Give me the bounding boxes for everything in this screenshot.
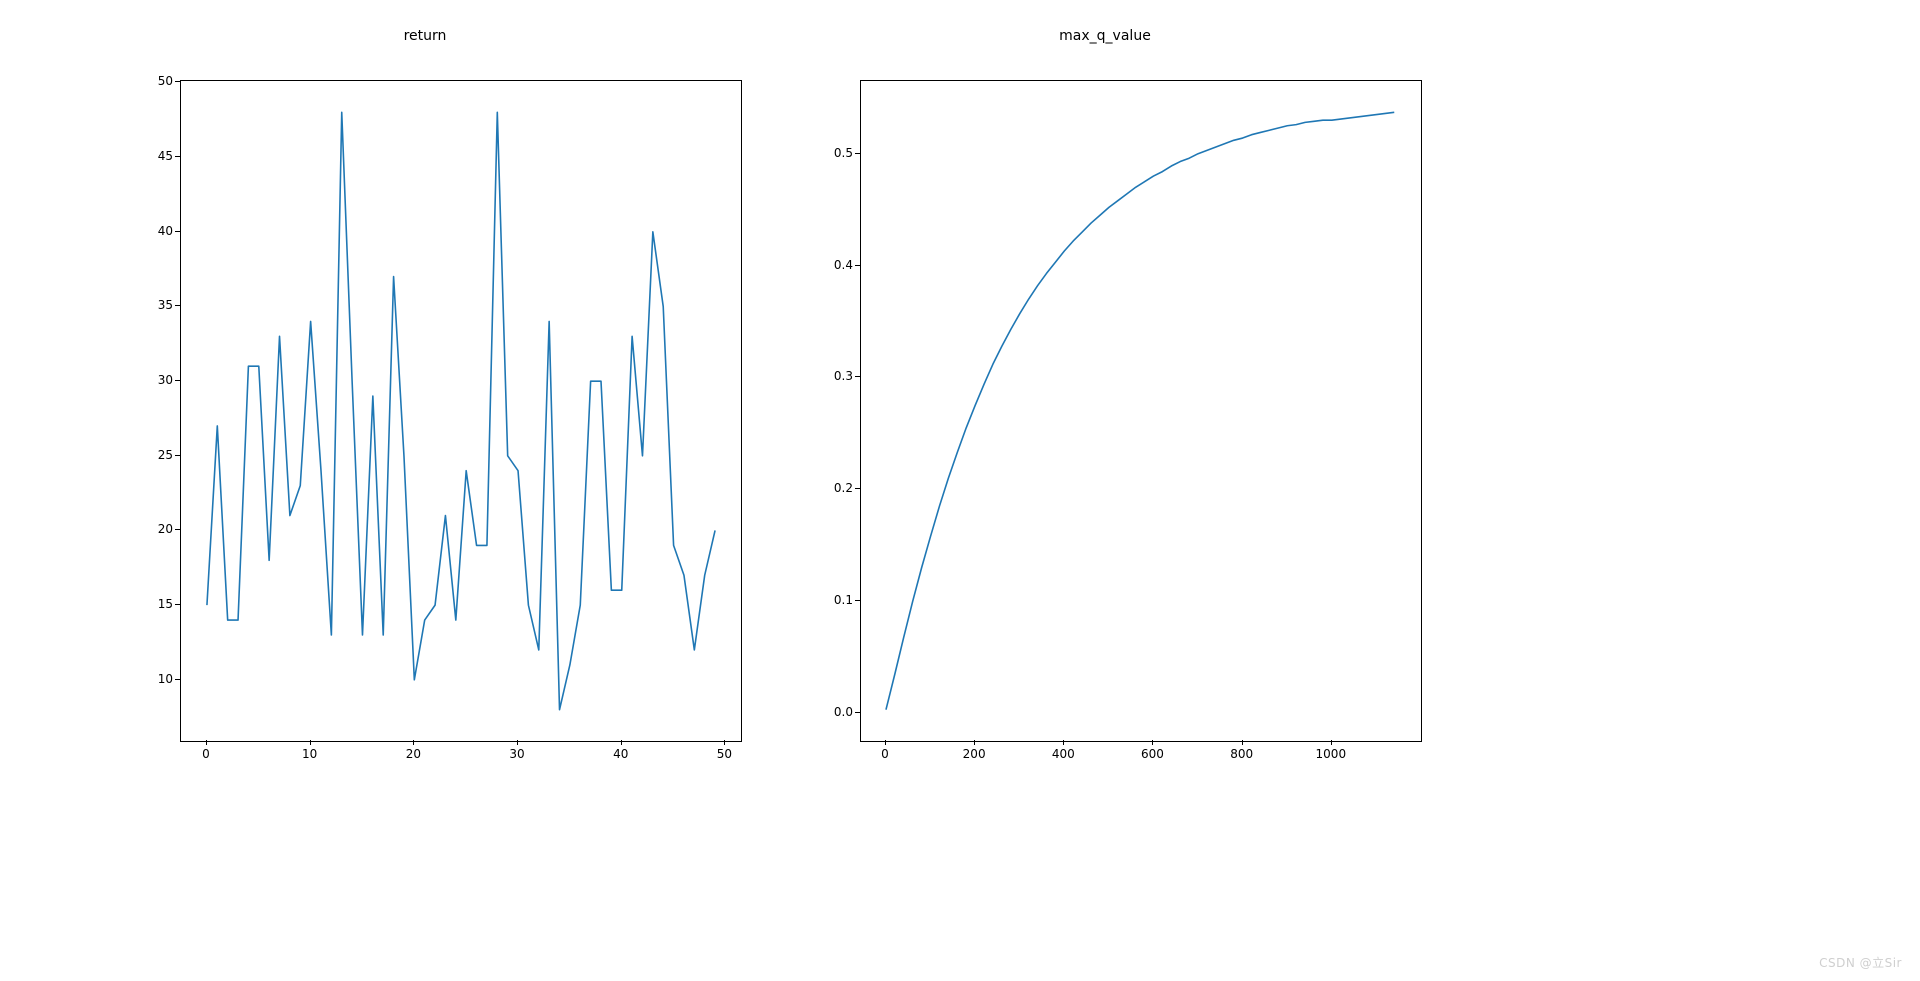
- y-tick-mark: [175, 679, 180, 680]
- plot-area: [860, 80, 1422, 742]
- y-tick-label: 50: [145, 74, 173, 88]
- y-tick-label: 0.1: [825, 593, 853, 607]
- y-tick-mark: [855, 488, 860, 489]
- x-tick-label: 30: [509, 747, 524, 761]
- x-tick-label: 1000: [1316, 747, 1347, 761]
- y-tick-mark: [175, 529, 180, 530]
- y-tick-mark: [855, 153, 860, 154]
- x-tick-mark: [724, 740, 725, 745]
- watermark: CSDN @立Sir: [1819, 954, 1902, 971]
- x-tick-label: 50: [717, 747, 732, 761]
- y-tick-mark: [175, 231, 180, 232]
- x-tick-mark: [885, 740, 886, 745]
- x-tick-label: 400: [1052, 747, 1075, 761]
- x-tick-mark: [206, 740, 207, 745]
- chart-title: max_q_value: [800, 28, 1410, 44]
- y-tick-label: 35: [145, 298, 173, 312]
- x-tick-mark: [413, 740, 414, 745]
- y-tick-mark: [175, 455, 180, 456]
- chart-title: return: [120, 28, 730, 44]
- plot-area: [180, 80, 742, 742]
- y-tick-label: 0.2: [825, 481, 853, 495]
- y-tick-label: 25: [145, 448, 173, 462]
- y-tick-label: 0.5: [825, 146, 853, 160]
- x-tick-label: 20: [406, 747, 421, 761]
- y-tick-label: 30: [145, 373, 173, 387]
- figure: return 01020304050101520253035404550 max…: [120, 50, 1410, 810]
- y-tick-mark: [175, 305, 180, 306]
- y-tick-mark: [855, 600, 860, 601]
- y-tick-mark: [855, 712, 860, 713]
- y-tick-label: 10: [145, 672, 173, 686]
- x-tick-mark: [1242, 740, 1243, 745]
- y-tick-mark: [175, 156, 180, 157]
- y-tick-mark: [855, 265, 860, 266]
- y-tick-label: 45: [145, 149, 173, 163]
- data-line: [181, 81, 741, 741]
- return-chart: return 01020304050101520253035404550: [120, 50, 730, 770]
- y-tick-label: 0.4: [825, 258, 853, 272]
- y-tick-mark: [175, 380, 180, 381]
- x-tick-mark: [517, 740, 518, 745]
- y-tick-label: 15: [145, 597, 173, 611]
- y-tick-label: 0.0: [825, 705, 853, 719]
- x-tick-label: 200: [963, 747, 986, 761]
- x-tick-label: 0: [881, 747, 889, 761]
- x-tick-mark: [310, 740, 311, 745]
- x-tick-label: 40: [613, 747, 628, 761]
- x-tick-mark: [621, 740, 622, 745]
- data-line: [861, 81, 1421, 741]
- x-tick-mark: [1331, 740, 1332, 745]
- y-tick-mark: [175, 604, 180, 605]
- y-tick-mark: [855, 376, 860, 377]
- x-tick-label: 0: [202, 747, 210, 761]
- y-tick-label: 0.3: [825, 369, 853, 383]
- y-tick-mark: [175, 81, 180, 82]
- x-tick-mark: [974, 740, 975, 745]
- y-tick-label: 40: [145, 224, 173, 238]
- max-q-value-chart: max_q_value 020040060080010000.00.10.20.…: [800, 50, 1410, 770]
- x-tick-mark: [1063, 740, 1064, 745]
- x-tick-label: 600: [1141, 747, 1164, 761]
- x-tick-mark: [1152, 740, 1153, 745]
- x-tick-label: 10: [302, 747, 317, 761]
- x-tick-label: 800: [1230, 747, 1253, 761]
- y-tick-label: 20: [145, 522, 173, 536]
